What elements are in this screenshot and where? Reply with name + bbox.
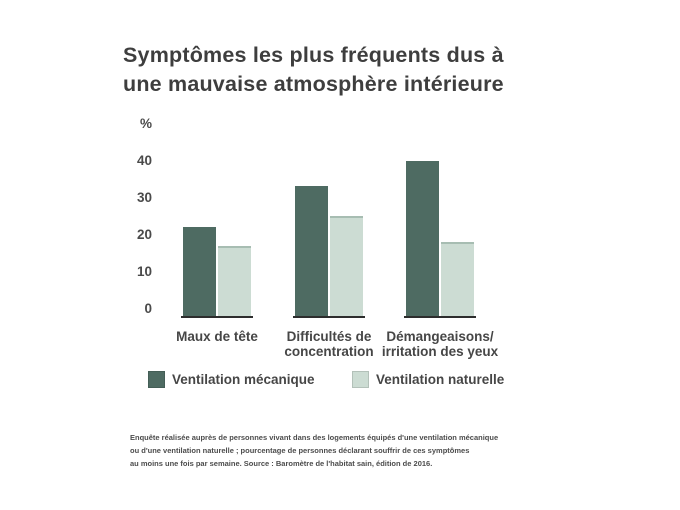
bar-mecanique-2 xyxy=(295,186,328,316)
footnote-line-3: au moins une fois par semaine. Source : … xyxy=(130,459,433,468)
category-label-2: Difficultés de concentration xyxy=(254,329,404,359)
category-label-1: Maux de tête xyxy=(142,329,292,344)
y-tick-label-40: 40 xyxy=(136,153,152,168)
category-label-line: Démangeaisons/ xyxy=(386,329,494,344)
group-baseline-3 xyxy=(404,316,476,318)
bar-naturelle-1 xyxy=(218,246,251,318)
y-tick-label-20: 20 xyxy=(136,227,152,242)
y-tick-label-0: 0 xyxy=(144,301,152,316)
legend-swatch-mecanique xyxy=(148,371,165,388)
legend-label-mecanique: Ventilation mécanique xyxy=(172,372,315,387)
y-tick-label-10: 10 xyxy=(136,264,152,279)
category-label-line: Difficultés de xyxy=(286,329,372,344)
category-label-3: Démangeaisons/irritation des yeux xyxy=(365,329,515,359)
legend-label-naturelle: Ventilation naturelle xyxy=(376,372,505,387)
category-label-line: irritation des yeux xyxy=(381,344,499,359)
chart-title-line-2: une mauvaise atmosphère intérieure xyxy=(123,72,504,96)
bar-mecanique-1 xyxy=(183,227,216,316)
bar-naturelle-3 xyxy=(441,242,474,318)
y-axis-unit-label: % xyxy=(139,116,152,131)
y-tick-label-30: 30 xyxy=(136,190,152,205)
footnote: Enquête réalisée auprès de personnes viv… xyxy=(130,431,498,470)
legend: Ventilation mécanique Ventilation nature… xyxy=(0,371,680,391)
legend-swatch-naturelle xyxy=(352,371,369,388)
footnote-line-2: ou d'une ventilation naturelle ; pourcen… xyxy=(130,446,470,455)
footnote-line-1: Enquête réalisée auprès de personnes viv… xyxy=(130,433,499,442)
bar-naturelle-2 xyxy=(330,216,363,318)
chart-title: Symptômes les plus fréquents dus à une m… xyxy=(123,41,504,99)
group-baseline-2 xyxy=(293,316,365,318)
bar-mecanique-3 xyxy=(406,161,439,316)
category-label-line: Maux de tête xyxy=(176,329,258,344)
group-baseline-1 xyxy=(181,316,253,318)
category-label-line: concentration xyxy=(284,344,374,359)
chart-title-line-1: Symptômes les plus fréquents dus à xyxy=(123,43,504,67)
